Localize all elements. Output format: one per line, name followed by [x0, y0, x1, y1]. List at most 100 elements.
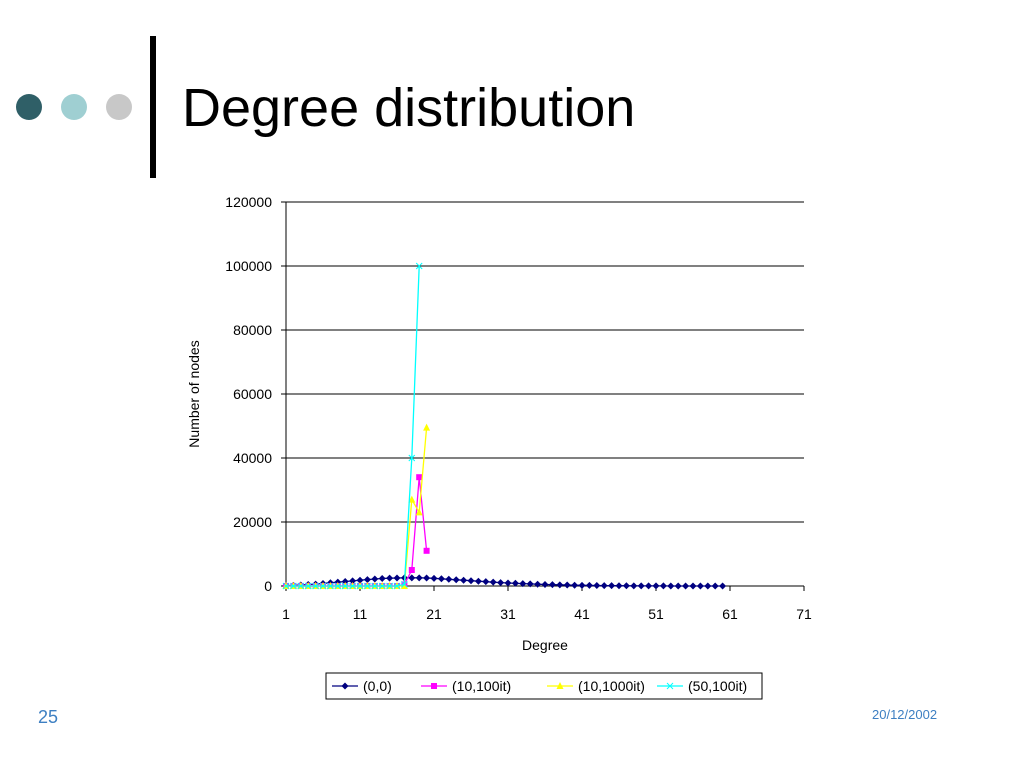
y-tick-label: 100000	[225, 258, 272, 274]
data-point	[282, 582, 290, 590]
chart-series	[282, 262, 727, 590]
y-tick-label: 0	[264, 578, 272, 594]
legend-label: (10,100it)	[452, 678, 511, 694]
dot-grey	[106, 94, 132, 120]
data-point	[519, 580, 527, 588]
legend-entry: (10,100it)	[421, 678, 511, 694]
x-tick-label: 21	[426, 606, 442, 622]
data-point	[571, 581, 579, 589]
legend-label: (50,100it)	[688, 678, 747, 694]
data-point	[401, 581, 408, 588]
data-point	[371, 582, 379, 590]
data-point	[563, 581, 571, 589]
x-tick-label: 41	[574, 606, 590, 622]
legend-label: (10,1000it)	[578, 678, 645, 694]
data-point	[415, 262, 423, 270]
data-point	[290, 582, 297, 590]
data-point	[585, 581, 593, 589]
data-point	[334, 582, 342, 590]
data-point	[349, 582, 356, 590]
data-point	[534, 580, 542, 588]
x-tick-label: 31	[500, 606, 516, 622]
x-axis-label: Degree	[522, 637, 568, 653]
y-tick-label: 40000	[233, 450, 272, 466]
data-point	[400, 582, 408, 589]
series-4	[282, 262, 423, 590]
data-point	[349, 577, 357, 585]
data-point	[666, 682, 674, 690]
data-point	[608, 582, 616, 590]
data-point	[696, 582, 704, 590]
y-axis-label: Number of nodes	[186, 340, 202, 447]
legend-entry: (50,100it)	[657, 678, 747, 694]
data-point	[363, 576, 371, 584]
data-point	[711, 582, 719, 590]
data-point	[541, 580, 549, 588]
dot-dark	[16, 94, 42, 120]
data-point	[408, 574, 416, 582]
y-tick-label: 20000	[233, 514, 272, 530]
legend-box	[325, 672, 763, 700]
data-point	[489, 578, 497, 586]
dot-teal	[61, 94, 87, 120]
data-point	[600, 582, 608, 590]
data-point	[431, 683, 437, 689]
data-point	[378, 582, 386, 590]
legend-label: (0,0)	[363, 678, 392, 694]
x-tick-label: 1	[282, 606, 290, 622]
slide-number: 25	[38, 707, 59, 727]
data-point	[408, 495, 416, 503]
data-point	[327, 582, 334, 590]
slide-title: Degree distribution	[182, 78, 636, 138]
data-point	[341, 682, 349, 690]
data-point	[659, 582, 667, 590]
data-point	[482, 578, 490, 586]
legend-entry: (10,1000it)	[547, 678, 645, 694]
series-3	[282, 423, 431, 589]
data-point	[437, 575, 445, 583]
data-point	[556, 581, 564, 589]
data-point	[630, 582, 638, 590]
data-point	[682, 582, 690, 590]
data-point	[415, 508, 423, 516]
data-point	[356, 576, 364, 584]
y-tick-label: 120000	[225, 194, 272, 210]
data-point	[415, 574, 423, 582]
data-point	[645, 582, 653, 590]
slide-date: 20/12/2002	[872, 707, 938, 722]
data-point	[674, 582, 682, 590]
data-point	[578, 581, 586, 589]
data-point	[408, 454, 416, 462]
data-point	[719, 582, 727, 590]
data-point	[467, 577, 475, 585]
data-point	[356, 582, 364, 590]
legend-entry: (0,0)	[332, 678, 392, 694]
data-point	[548, 581, 556, 589]
data-point	[511, 579, 519, 587]
data-point	[556, 682, 564, 689]
data-point	[474, 577, 482, 585]
y-tick-labels: 0 20000 40000 60000 80000 100000 120000	[225, 194, 272, 594]
series-1	[282, 574, 727, 590]
data-point	[378, 574, 386, 582]
data-point	[312, 582, 319, 590]
data-point	[423, 423, 431, 431]
data-point	[386, 574, 394, 582]
data-point	[593, 582, 601, 590]
data-point	[341, 582, 349, 590]
data-point	[667, 582, 675, 590]
data-point	[297, 582, 305, 590]
y-tick-label: 60000	[233, 386, 272, 402]
data-point	[452, 576, 460, 584]
data-point	[423, 574, 431, 582]
x-tick-label: 51	[648, 606, 664, 622]
y-tick-label: 80000	[233, 322, 272, 338]
data-point	[423, 547, 430, 554]
data-point	[504, 579, 512, 587]
x-tick-label: 71	[796, 606, 812, 622]
data-point	[430, 574, 438, 582]
data-point	[319, 582, 327, 590]
chart-gridlines	[286, 201, 804, 523]
data-point	[526, 580, 534, 588]
data-point	[460, 576, 468, 584]
